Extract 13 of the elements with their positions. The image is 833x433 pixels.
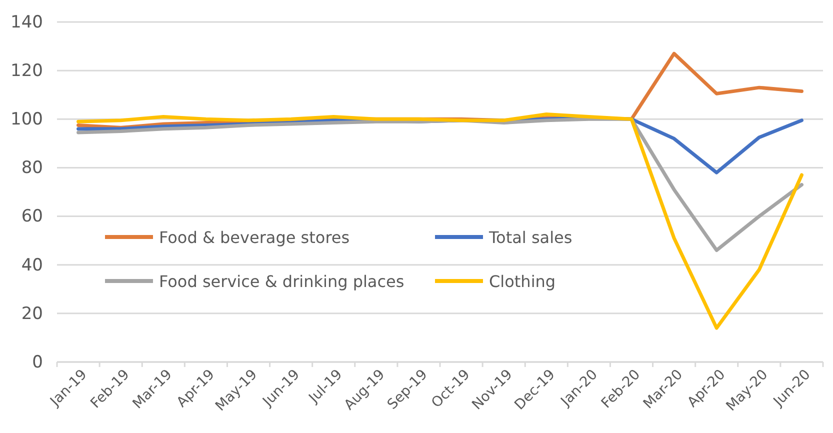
legend-label: Food service & drinking places — [159, 272, 404, 291]
line-series — [76, 112, 804, 330]
y-tick-label: 80 — [21, 158, 43, 178]
legend-label: Food & beverage stores — [159, 228, 350, 247]
y-tick-label: 0 — [32, 352, 43, 372]
y-tick-label: 40 — [21, 255, 43, 276]
y-tick-label: 140 — [10, 12, 43, 32]
legend-label: Clothing — [489, 272, 556, 291]
y-tick-label: 100 — [10, 110, 43, 130]
legend-label: Total sales — [488, 228, 572, 247]
y-tick-label: 120 — [10, 61, 43, 82]
y-tick-label: 60 — [21, 206, 43, 227]
y-tick-label: 20 — [21, 304, 43, 324]
